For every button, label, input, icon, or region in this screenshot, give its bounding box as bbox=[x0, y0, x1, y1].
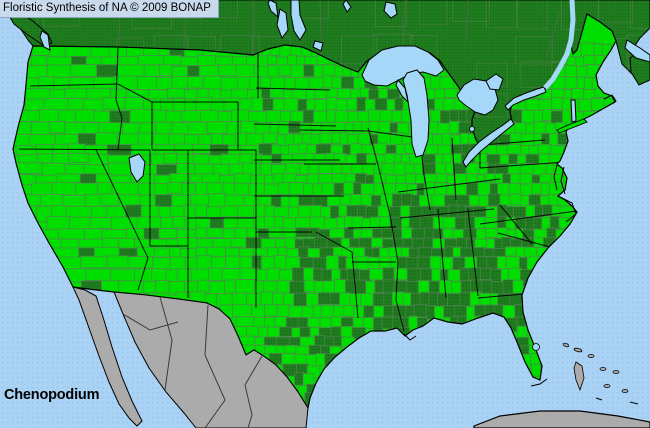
taxon-name-label: Chenopodium bbox=[4, 387, 100, 403]
map-title-text: Floristic Synthesis of NA © 2009 BONAP bbox=[3, 2, 211, 14]
title-bar: Floristic Synthesis of NA © 2009 BONAP bbox=[0, 0, 219, 18]
